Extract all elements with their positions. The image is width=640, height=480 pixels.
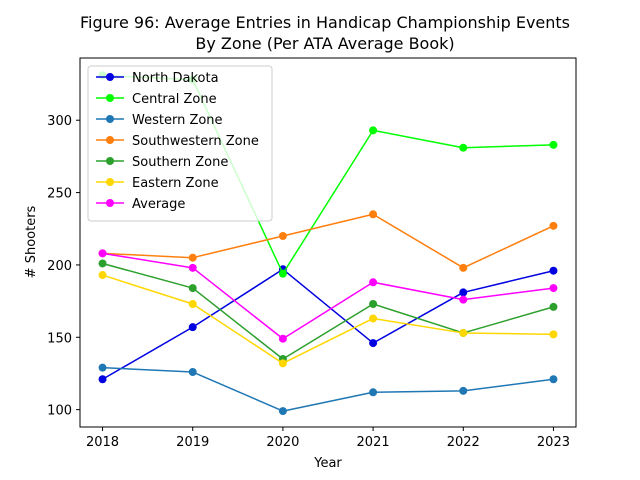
data-point-eastern-zone [188,300,197,308]
data-point-central-zone [459,143,468,152]
y-tick-label: 100 [47,404,72,419]
data-point-southern-zone [98,259,107,268]
data-point-average [549,284,558,293]
x-axis-label: Year [313,456,342,471]
data-point-eastern-zone [369,314,378,323]
series-line-western-zone [102,366,554,412]
data-point-eastern-zone [98,271,107,280]
data-point-central-zone [278,269,287,278]
series-line-southern-zone [102,262,554,360]
series-line-southwestern-zone [102,213,554,269]
legend-box [87,65,273,222]
x-axis: 2018 2019 2020 2021 2022 2023 [86,427,570,450]
y-tick-label: 250 [47,187,72,202]
x-tick-label: 2019 [176,435,209,450]
legend-swatch-marker-southwestern-zone [106,136,114,144]
data-point-western-zone [369,388,378,397]
legend-swatch-marker-eastern-zone [106,178,114,186]
chart-subtitle: By Zone (Per ATA Average Book) [195,34,454,53]
data-point-western-zone [459,386,468,395]
data-point-central-zone [549,140,558,149]
series-line-north-dakota [102,268,554,380]
y-tick-label: 200 [47,259,72,274]
y-tick-label: 300 [47,114,72,129]
data-point-average [459,295,468,304]
x-tick-label: 2022 [447,435,480,450]
data-point-southwestern-zone [549,221,558,230]
legend-label-average: Average [132,197,185,212]
data-point-southwestern-zone [188,253,197,262]
x-tick-label: 2021 [357,435,390,450]
data-point-average [278,334,287,343]
data-point-southwestern-zone [278,231,287,240]
data-point-average [188,263,197,272]
data-point-north-dakota [188,323,197,332]
data-point-southern-zone [188,284,197,293]
data-point-central-zone [369,126,378,135]
data-point-eastern-zone [549,330,558,339]
legend-swatch-marker-southern-zone [106,157,114,165]
legend-label-north-dakota: North Dakota [132,71,219,86]
legend-label-central-zone: Central Zone [132,92,217,107]
y-axis-label: # Shooters [24,205,39,278]
data-point-north-dakota [549,266,558,275]
legend-swatch-marker-north-dakota [106,73,114,81]
chart-title: Figure 96: Average Entries in Handicap C… [80,13,570,32]
data-point-eastern-zone [278,359,287,368]
x-tick-label: 2020 [266,435,299,450]
plot-frame [79,57,577,428]
data-point-southern-zone [549,302,558,311]
data-point-southwestern-zone [369,210,378,219]
data-point-southwestern-zone [459,263,468,272]
legend-swatch-marker-central-zone [106,94,114,102]
data-point-western-zone [549,375,558,384]
y-tick-label: 150 [47,331,72,346]
x-tick-label: 2023 [537,435,570,450]
data-point-north-dakota [98,375,107,384]
legend-label-western-zone: Western Zone [132,113,223,128]
legend: North Dakota Central Zone Western Zone Sout… [87,65,273,222]
legend-swatch-marker-western-zone [106,115,114,123]
series-line-eastern-zone [102,274,554,365]
x-tick-label: 2018 [86,435,119,450]
data-point-western-zone [188,368,197,377]
legend-label-eastern-zone: Eastern Zone [132,176,219,191]
data-point-average [369,278,378,287]
data-point-eastern-zone [459,328,468,337]
legend-swatch-marker-average [106,199,114,207]
data-point-western-zone [278,407,287,416]
data-point-north-dakota [369,339,378,348]
data-point-western-zone [98,363,107,372]
series-line-average [102,252,554,340]
y-axis: 100 150 200 250 300 [47,114,80,419]
data-point-north-dakota [459,288,468,297]
legend-label-southern-zone: Southern Zone [132,155,228,170]
data-point-southern-zone [369,300,378,308]
data-point-average [98,249,107,258]
legend-label-southwestern-zone: Southwestern Zone [132,134,259,149]
